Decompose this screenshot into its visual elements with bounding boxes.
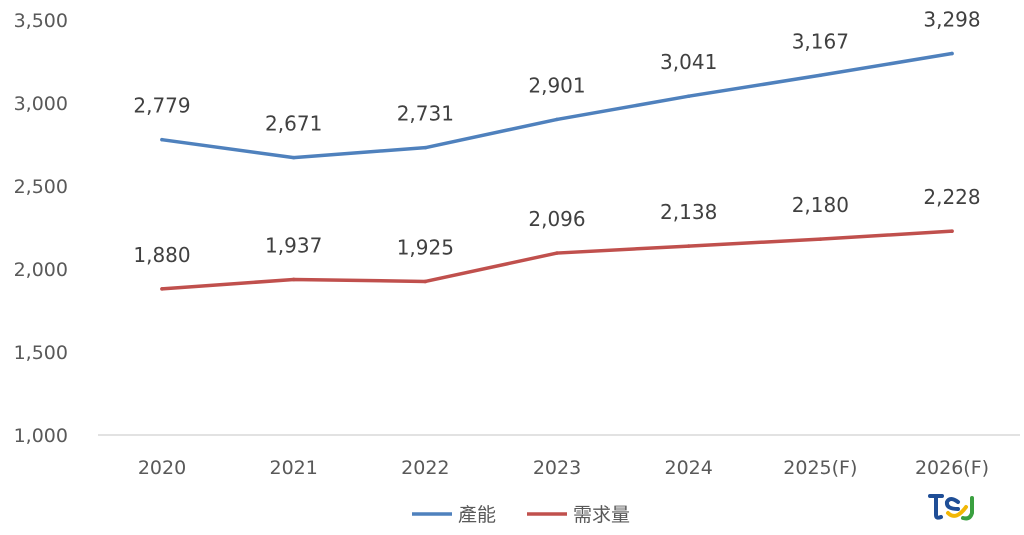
data-point xyxy=(160,287,164,291)
data-point xyxy=(686,244,691,248)
data-label: 2,180 xyxy=(792,193,849,217)
data-label: 2,731 xyxy=(397,102,454,126)
y-tick-label: 2,000 xyxy=(14,259,68,281)
legend-label: 產能 xyxy=(458,504,496,526)
x-tick-label: 2022 xyxy=(401,457,449,479)
y-axis: 1,000 1,500 2,000 2,500 3,000 3,500 xyxy=(14,10,68,447)
data-point xyxy=(291,277,296,282)
x-tick-label: 2020 xyxy=(138,457,186,479)
data-point xyxy=(818,237,823,241)
x-tick-label: 2024 xyxy=(664,457,712,479)
data-label: 2,901 xyxy=(528,73,585,97)
data-label: 2,138 xyxy=(660,200,717,224)
data-point xyxy=(950,51,954,56)
data-label: 1,937 xyxy=(265,233,322,257)
data-label: 1,880 xyxy=(133,243,190,267)
y-tick-label: 2,500 xyxy=(14,176,68,198)
data-label: 3,167 xyxy=(792,29,849,53)
data-label: 3,041 xyxy=(660,50,717,74)
tej-logo-icon xyxy=(928,494,974,521)
data-label: 2,096 xyxy=(528,207,585,231)
data-label: 3,298 xyxy=(923,8,980,32)
data-point xyxy=(818,73,823,78)
data-point xyxy=(160,137,164,142)
y-tick-label: 3,000 xyxy=(14,93,68,115)
data-point xyxy=(423,145,428,150)
series-2: 1,880 1,937 1,925 2,096 2,138 2,180 2,228 xyxy=(133,185,981,291)
x-axis: 2020 2021 2022 2023 2024 2025(F) 2026(F) xyxy=(138,457,989,479)
data-point xyxy=(291,155,296,160)
y-tick-label: 1,000 xyxy=(14,425,68,447)
x-tick-label: 2021 xyxy=(269,457,317,479)
data-label: 2,228 xyxy=(923,185,980,209)
legend-label: 需求量 xyxy=(573,504,630,526)
legend: 產能 需求量 xyxy=(412,504,630,526)
x-tick-label: 2023 xyxy=(533,457,581,479)
series-line xyxy=(160,51,954,160)
x-tick-label: 2026(F) xyxy=(915,457,989,479)
data-point xyxy=(555,117,559,122)
x-tick-label: 2025(F) xyxy=(783,457,857,479)
data-point xyxy=(423,279,428,284)
series-1: 2,779 2,671 2,731 2,901 3,041 3,167 3,298 xyxy=(133,8,981,160)
data-label: 2,671 xyxy=(265,112,322,136)
series-group: 2,779 2,671 2,731 2,901 3,041 3,167 3,298 1,880… xyxy=(133,8,981,291)
data-point xyxy=(686,94,691,98)
y-tick-label: 3,500 xyxy=(14,10,68,32)
data-label: 1,925 xyxy=(397,235,454,259)
data-point xyxy=(950,229,954,233)
y-tick-label: 1,500 xyxy=(14,342,68,364)
data-point xyxy=(555,251,559,255)
data-label: 2,779 xyxy=(133,94,190,118)
